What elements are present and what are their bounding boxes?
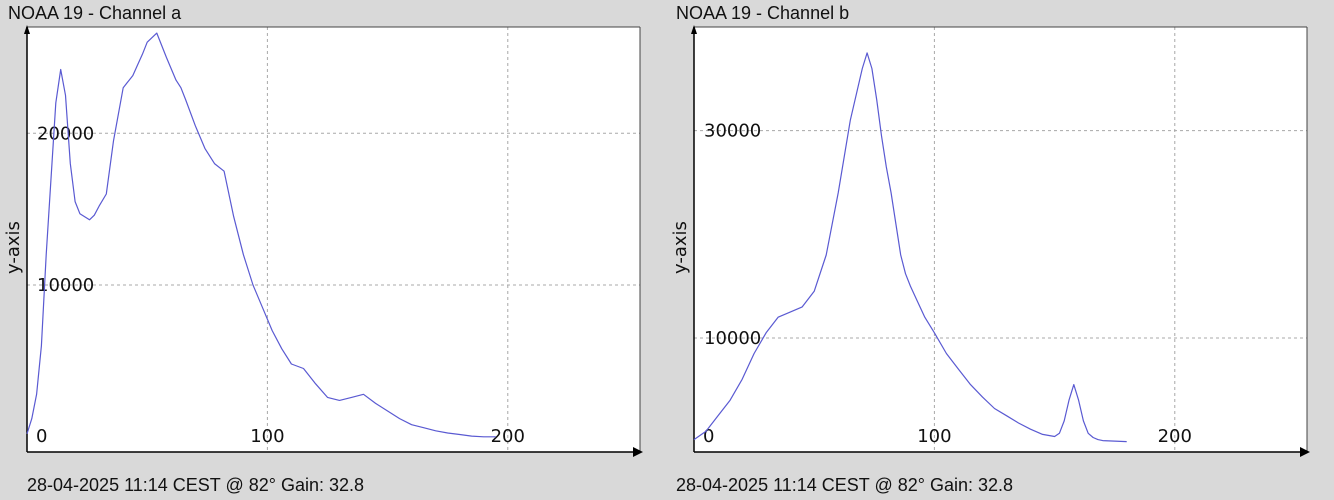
series-line bbox=[693, 52, 1127, 443]
x-tick-label: 200 bbox=[491, 426, 525, 447]
x-tick-label: 200 bbox=[1158, 426, 1192, 447]
chart-title: NOAA 19 - Channel a bbox=[8, 3, 182, 23]
plot-background bbox=[694, 27, 1307, 452]
y-tick-label: 10000 bbox=[37, 275, 94, 296]
chart-panel-b: NOAA 19 - Channel b 0 100 200 10000 30000 y-a… bbox=[667, 0, 1334, 500]
x-tick-label: 0 bbox=[36, 426, 47, 447]
chart-footer: 28-04-2025 11:14 CEST @ 82° Gain: 32.8 bbox=[27, 475, 365, 495]
x-tick-label: 0 bbox=[703, 426, 714, 447]
y-tick-label: 10000 bbox=[704, 328, 761, 349]
y-tick-label: 30000 bbox=[704, 121, 761, 142]
x-axis-arrow bbox=[1300, 447, 1310, 457]
x-axis-arrow bbox=[633, 447, 643, 457]
y-axis-label: y-axis bbox=[670, 221, 691, 274]
chart-title: NOAA 19 - Channel b bbox=[676, 3, 850, 23]
y-axis-label: y-axis bbox=[3, 221, 24, 274]
y-tick-label: 20000 bbox=[37, 123, 94, 144]
chart-footer: 28-04-2025 11:14 CEST @ 82° Gain: 32.8 bbox=[676, 475, 1014, 495]
plot-background bbox=[27, 27, 640, 452]
chart-panel-a: NOAA 19 - Channel a 0 100 200 10000 20000 y-a… bbox=[3, 3, 643, 495]
y-axis-arrow bbox=[24, 25, 30, 34]
x-tick-label: 100 bbox=[250, 426, 284, 447]
y-axis-arrow bbox=[691, 25, 697, 34]
x-tick-label: 100 bbox=[917, 426, 951, 447]
plot-area: 0 100 200 10000 30000 y-axis bbox=[670, 25, 1310, 457]
plot-area: 0 100 200 10000 20000 y-axis bbox=[3, 25, 643, 457]
series-line bbox=[26, 32, 496, 438]
